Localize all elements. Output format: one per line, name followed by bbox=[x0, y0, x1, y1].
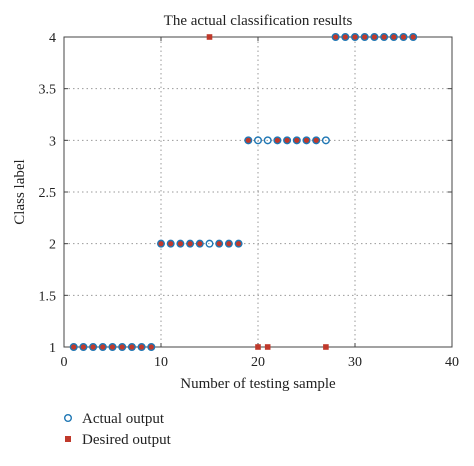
legend: Actual output Desired output bbox=[63, 411, 172, 448]
y-tick-label: 4 bbox=[49, 31, 56, 46]
x-tick-label: 30 bbox=[348, 355, 362, 370]
actual-output-point bbox=[351, 33, 360, 42]
desired-output-point bbox=[255, 344, 261, 350]
actual-output-point bbox=[273, 136, 282, 145]
actual-output-point bbox=[321, 136, 330, 145]
desired-output-point bbox=[100, 344, 106, 350]
actual-output-point bbox=[186, 239, 195, 248]
actual-output-point bbox=[79, 343, 88, 352]
desired-output-point bbox=[119, 344, 125, 350]
desired-output-point bbox=[342, 34, 349, 40]
actual-output-point bbox=[215, 239, 224, 248]
actual-output-point bbox=[118, 343, 127, 352]
actual-output-point bbox=[195, 239, 204, 248]
chart-title: The actual classification results bbox=[164, 13, 353, 29]
desired-output-point bbox=[294, 137, 300, 144]
desired-output-point bbox=[226, 240, 232, 247]
actual-output-point bbox=[244, 136, 253, 145]
actual-output-point bbox=[399, 33, 408, 42]
desired-output-point bbox=[80, 344, 87, 350]
x-tick-label: 40 bbox=[445, 355, 459, 370]
y-tick-label: 2.5 bbox=[39, 186, 57, 201]
actual-output-point bbox=[283, 136, 292, 145]
actual-output-point bbox=[137, 343, 146, 352]
desired-output-point bbox=[158, 240, 164, 247]
desired-output-point bbox=[391, 34, 397, 40]
desired-output-point bbox=[216, 240, 222, 247]
actual-output-point bbox=[98, 343, 107, 352]
desired-output-point bbox=[274, 137, 281, 144]
x-tick-label: 20 bbox=[251, 355, 265, 370]
actual-output-point bbox=[166, 239, 175, 248]
y-tick-labels: 1 1.5 2 2.5 3 3.5 4 bbox=[39, 31, 57, 356]
x-tick-labels: 0 10 20 30 40 bbox=[61, 355, 460, 370]
x-tick-label: 10 bbox=[154, 355, 168, 370]
desired-output-point bbox=[177, 240, 184, 247]
x-axis-label: Number of testing sample bbox=[180, 376, 336, 392]
desired-output-point bbox=[187, 240, 193, 247]
y-tick-label: 3 bbox=[49, 134, 56, 149]
desired-output-point bbox=[410, 34, 416, 40]
actual-output-point bbox=[176, 239, 185, 248]
actual-output-point bbox=[224, 239, 233, 248]
desired-output-point bbox=[138, 344, 145, 350]
actual-output-point bbox=[205, 239, 214, 248]
desired-output-point bbox=[332, 34, 339, 40]
y-tick-label: 1 bbox=[49, 341, 56, 356]
actual-output-point bbox=[389, 33, 398, 42]
actual-output-point bbox=[156, 239, 165, 248]
actual-output-point bbox=[380, 33, 389, 42]
legend-desired-marker bbox=[65, 436, 71, 442]
desired-output-point bbox=[264, 344, 271, 350]
desired-output-point bbox=[245, 137, 252, 144]
legend-actual-label: Actual output bbox=[82, 411, 165, 427]
desired-output-point bbox=[90, 344, 96, 350]
desired-output-point bbox=[148, 344, 155, 350]
desired-output-point bbox=[371, 34, 378, 40]
actual-output-point bbox=[292, 136, 301, 145]
actual-output-point bbox=[69, 343, 78, 352]
series-desired-output bbox=[70, 34, 416, 350]
actual-output-point bbox=[127, 343, 136, 352]
actual-output-point bbox=[341, 33, 350, 42]
actual-output-point bbox=[409, 33, 418, 42]
actual-output-point bbox=[370, 33, 379, 42]
desired-output-point bbox=[303, 137, 310, 144]
grid bbox=[64, 37, 452, 347]
desired-output-point bbox=[129, 344, 135, 350]
axis-ticks bbox=[63, 36, 453, 348]
actual-output-point bbox=[331, 33, 340, 42]
desired-output-point bbox=[361, 34, 368, 40]
legend-actual-marker bbox=[63, 414, 72, 423]
desired-output-point bbox=[381, 34, 387, 40]
actual-output-point bbox=[302, 136, 311, 145]
actual-output-point bbox=[147, 343, 156, 352]
actual-output-point bbox=[89, 343, 98, 352]
actual-output-point bbox=[312, 136, 321, 145]
y-tick-label: 1.5 bbox=[39, 289, 57, 304]
y-tick-label: 2 bbox=[49, 238, 56, 253]
y-axis-label: Class label bbox=[12, 159, 28, 224]
actual-output-point bbox=[234, 239, 243, 248]
desired-output-point bbox=[197, 240, 203, 247]
series-actual-output bbox=[69, 33, 418, 352]
legend-desired-label: Desired output bbox=[82, 432, 172, 448]
x-tick-label: 0 bbox=[61, 355, 68, 370]
actual-output-point bbox=[263, 136, 272, 145]
actual-output-point bbox=[108, 343, 117, 352]
desired-output-point bbox=[70, 344, 77, 350]
desired-output-point bbox=[400, 34, 407, 40]
desired-output-point bbox=[235, 240, 242, 247]
desired-output-point bbox=[323, 344, 329, 350]
desired-output-point bbox=[109, 344, 116, 350]
desired-output-point bbox=[352, 34, 358, 40]
desired-output-point bbox=[206, 34, 213, 40]
desired-output-point bbox=[167, 240, 174, 247]
actual-output-point bbox=[253, 136, 262, 145]
y-tick-label: 3.5 bbox=[39, 83, 57, 98]
actual-output-point bbox=[360, 33, 369, 42]
desired-output-point bbox=[284, 137, 290, 144]
desired-output-point bbox=[313, 137, 319, 144]
